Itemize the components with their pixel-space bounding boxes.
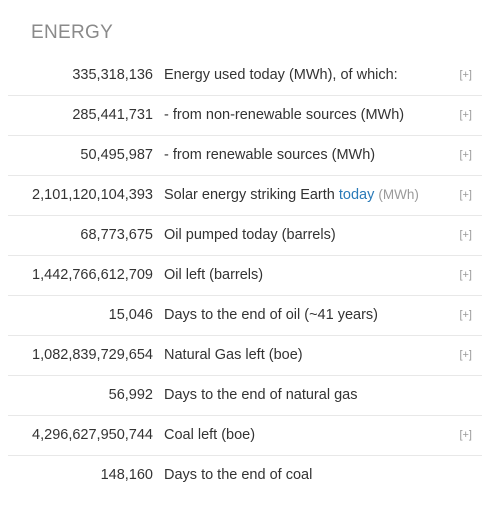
counter-label: - from renewable sources (MWh): [164, 147, 376, 163]
counter-label: - from non-renewable sources (MWh): [164, 107, 405, 123]
counter-value: 56,992: [108, 387, 153, 403]
counter-label: Energy used today (MWh), of which:: [164, 67, 398, 83]
counter-label: Days to the end of natural gas: [164, 387, 358, 403]
counter-row-coal-left: 4,296,627,950,744 Coal left (boe) [+]: [8, 416, 482, 456]
counter-value: 335,318,136: [72, 67, 153, 83]
counter-row-oil-pumped: 68,773,675 Oil pumped today (barrels) [+…: [8, 216, 482, 256]
counter-value: 4,296,627,950,744: [32, 427, 153, 443]
expand-button[interactable]: [+]: [459, 229, 472, 241]
unit-label: (MWh): [378, 187, 419, 202]
counter-label: Coal left (boe): [164, 427, 256, 443]
counter-label: Oil left (barrels): [164, 267, 264, 283]
counter-label: Days to the end of oil (~41 years): [164, 307, 378, 323]
counter-value: 148,160: [100, 467, 153, 483]
counter-row-oil-left: 1,442,766,612,709 Oil left (barrels) [+]: [8, 256, 482, 296]
counter-value: 285,441,731: [72, 107, 153, 123]
counter-value: 2,101,120,104,393: [32, 187, 153, 203]
counter-value: 15,046: [108, 307, 153, 323]
expand-button[interactable]: [+]: [459, 429, 472, 441]
today-link[interactable]: today: [338, 187, 375, 203]
counter-value: 68,773,675: [80, 227, 153, 243]
expand-button[interactable]: [+]: [459, 149, 472, 161]
section-title: ENERGY: [31, 22, 114, 43]
expand-button[interactable]: [+]: [459, 269, 472, 281]
counter-label: Natural Gas left (boe): [164, 347, 303, 363]
expand-button[interactable]: [+]: [459, 349, 472, 361]
counter-label: Days to the end of coal: [164, 467, 313, 483]
expand-button[interactable]: [+]: [459, 69, 472, 81]
expand-button[interactable]: [+]: [459, 109, 472, 121]
counter-label: Solar energy striking Earth today (MWh): [164, 187, 419, 203]
counter-label-text: Solar energy striking Earth: [164, 187, 335, 203]
counter-value: 1,442,766,612,709: [32, 267, 153, 283]
counter-row-days-to-end-of-natural-gas: 56,992 Days to the end of natural gas: [8, 376, 482, 416]
counter-row-days-to-end-of-coal: 148,160 Days to the end of coal: [8, 456, 482, 496]
counter-row-natural-gas-left: 1,082,839,729,654 Natural Gas left (boe)…: [8, 336, 482, 376]
expand-button[interactable]: [+]: [459, 189, 472, 201]
expand-button[interactable]: [+]: [459, 309, 472, 321]
counter-label: Oil pumped today (barrels): [164, 227, 336, 243]
counter-list: 335,318,136 Energy used today (MWh), of …: [8, 56, 482, 496]
counter-row-days-to-end-of-oil: 15,046 Days to the end of oil (~41 years…: [8, 296, 482, 336]
counter-value: 1,082,839,729,654: [32, 347, 153, 363]
counter-row-energy-used: 335,318,136 Energy used today (MWh), of …: [8, 56, 482, 96]
counter-row-non-renewable: 285,441,731 - from non-renewable sources…: [8, 96, 482, 136]
counter-row-renewable: 50,495,987 - from renewable sources (MWh…: [8, 136, 482, 176]
counter-value: 50,495,987: [80, 147, 153, 163]
counter-row-solar-energy: 2,101,120,104,393 Solar energy striking …: [8, 176, 482, 216]
